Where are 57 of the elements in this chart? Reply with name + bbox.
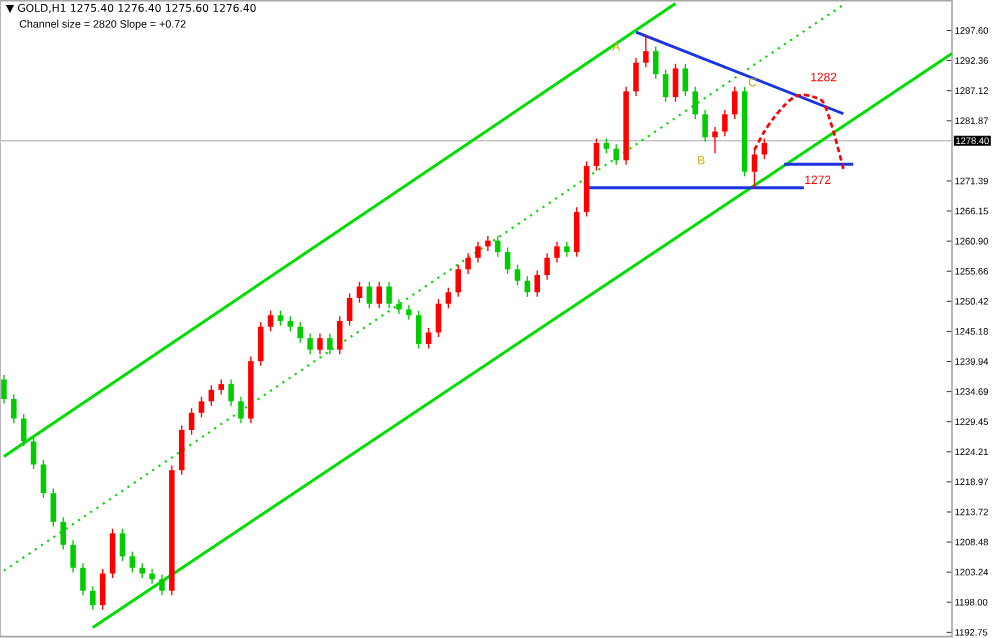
candlestick — [475, 241, 481, 264]
candlestick — [346, 292, 353, 327]
candlestick — [465, 252, 471, 275]
candlestick — [761, 137, 768, 160]
candlestick — [514, 264, 521, 287]
candlestick — [613, 143, 619, 166]
candlestick — [109, 528, 116, 579]
candlestick — [593, 137, 600, 172]
candlestick — [633, 57, 639, 97]
candlestick — [267, 309, 274, 332]
candlestick — [544, 252, 550, 281]
candlestick — [60, 516, 66, 551]
candlestick — [336, 315, 343, 355]
candlestick — [149, 568, 155, 585]
candlestick — [396, 298, 402, 315]
candlestick — [731, 86, 738, 120]
candlestick — [662, 68, 669, 103]
candlestick — [386, 281, 392, 309]
candlestick — [554, 241, 560, 264]
candlestick — [297, 321, 303, 344]
candlestick — [415, 309, 422, 350]
candlestick — [238, 396, 244, 424]
candlestick — [376, 281, 382, 309]
candlestick — [198, 396, 205, 419]
candlestick — [129, 551, 136, 574]
candlestick — [159, 574, 165, 597]
candlestick — [702, 109, 708, 143]
candlestick — [327, 332, 333, 355]
candlestick — [643, 34, 649, 68]
candlestick — [682, 63, 689, 97]
candlestick — [307, 332, 313, 355]
candlestick — [652, 45, 659, 80]
candlestick — [692, 86, 698, 120]
candlestick — [564, 241, 570, 258]
candlestick — [70, 539, 76, 574]
candlestick — [406, 304, 412, 321]
candlestick — [228, 378, 234, 407]
candlestick — [722, 109, 728, 137]
candlestick — [583, 160, 590, 218]
candlestick — [80, 562, 86, 597]
candlestick — [90, 585, 96, 611]
candlestick — [119, 528, 126, 562]
candlestick — [455, 264, 461, 298]
candlestick — [317, 332, 323, 355]
candlestick — [20, 413, 27, 447]
candlestick — [712, 126, 718, 155]
candlestick — [11, 393, 17, 424]
candlestick — [178, 424, 185, 476]
candlestick — [40, 459, 47, 499]
candlestick — [1, 374, 7, 405]
candlestick — [672, 63, 679, 103]
candlestick — [534, 269, 540, 298]
candlestick — [573, 206, 580, 258]
candlestick — [485, 235, 491, 252]
candlestick — [425, 327, 432, 350]
candlestick — [445, 287, 452, 309]
candlestick — [50, 487, 57, 528]
